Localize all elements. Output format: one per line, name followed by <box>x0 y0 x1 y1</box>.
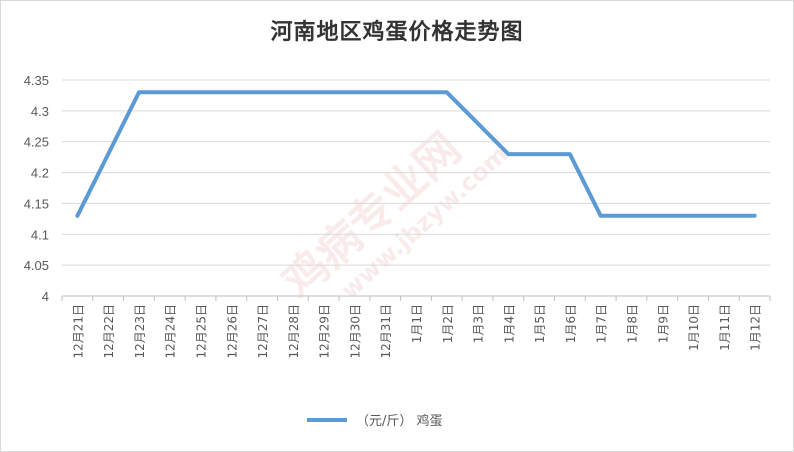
x-tick-label: 12月23日 <box>133 304 147 359</box>
y-tick-label: 4.2 <box>31 166 49 181</box>
y-tick-label: 4.3 <box>31 104 49 119</box>
x-tick-label: 1月3日 <box>472 304 486 343</box>
x-tick-label: 12月25日 <box>195 304 209 359</box>
x-tick-label: 1月1日 <box>410 304 424 343</box>
watermark: 鸡病专业网 www.jbzyw.com <box>273 123 513 308</box>
gridlines <box>62 79 770 297</box>
data-point <box>260 90 264 94</box>
data-point <box>722 214 726 218</box>
x-tick-label: 1月5日 <box>533 304 547 343</box>
data-point <box>506 152 510 156</box>
data-point <box>691 214 695 218</box>
y-tick-label: 4.1 <box>31 227 49 242</box>
x-tick-label: 1月7日 <box>595 304 609 343</box>
data-point <box>106 152 110 156</box>
y-tick-label: 4.25 <box>24 135 49 150</box>
x-tick-label: 12月29日 <box>318 304 332 359</box>
x-tick-label: 12月27日 <box>256 304 270 359</box>
data-point <box>476 121 480 125</box>
x-axis: 12月21日 12月22日 12月23日 12月24日 12月25日 12月26日 12月2… <box>61 296 771 359</box>
y-axis-ticks: 4 4.05 4.1 4.15 4.2 4.25 4.3 4.35 <box>24 73 49 304</box>
x-tick-label: 1月4日 <box>502 304 516 343</box>
legend-label: （元/斤） 鸡蛋 <box>356 413 443 429</box>
data-point <box>383 90 387 94</box>
data-point <box>599 214 603 218</box>
x-tick-label: 1月9日 <box>656 304 670 343</box>
data-point <box>137 90 141 94</box>
x-tick-label: 12月22日 <box>102 304 116 359</box>
x-tick-label: 12月21日 <box>71 304 85 359</box>
chart-title: 河南地区鸡蛋价格走势图 <box>270 19 524 45</box>
data-point <box>537 152 541 156</box>
x-tick-label: 1月11日 <box>718 304 732 351</box>
x-tick-label: 12月30日 <box>348 304 362 359</box>
data-point <box>322 90 326 94</box>
data-point <box>753 214 757 218</box>
x-tick-label: 12月28日 <box>287 304 301 359</box>
x-tick-label: 1月2日 <box>441 304 455 343</box>
x-tick-label: 1月8日 <box>625 304 639 343</box>
data-point <box>629 214 633 218</box>
x-tick-label: 12月24日 <box>164 304 178 359</box>
y-tick-label: 4.05 <box>24 258 49 273</box>
data-point <box>568 152 572 156</box>
legend: （元/斤） 鸡蛋 <box>307 413 443 429</box>
data-point <box>229 90 233 94</box>
data-point <box>168 90 172 94</box>
data-point <box>660 214 664 218</box>
data-point <box>352 90 356 94</box>
y-tick-label: 4 <box>42 289 49 304</box>
series-layer <box>75 90 757 218</box>
x-tick-label: 1月10日 <box>687 304 701 351</box>
data-point <box>75 214 79 218</box>
data-point <box>199 90 203 94</box>
data-point <box>414 90 418 94</box>
x-tick-label: 12月26日 <box>225 304 239 359</box>
y-tick-label: 4.15 <box>24 196 49 211</box>
x-tick-label: 1月12日 <box>749 304 763 351</box>
x-tick-label: 12月31日 <box>379 304 393 359</box>
x-tick-label: 1月6日 <box>564 304 578 343</box>
data-point <box>291 90 295 94</box>
data-point <box>445 90 449 94</box>
y-tick-label: 4.35 <box>24 73 49 88</box>
